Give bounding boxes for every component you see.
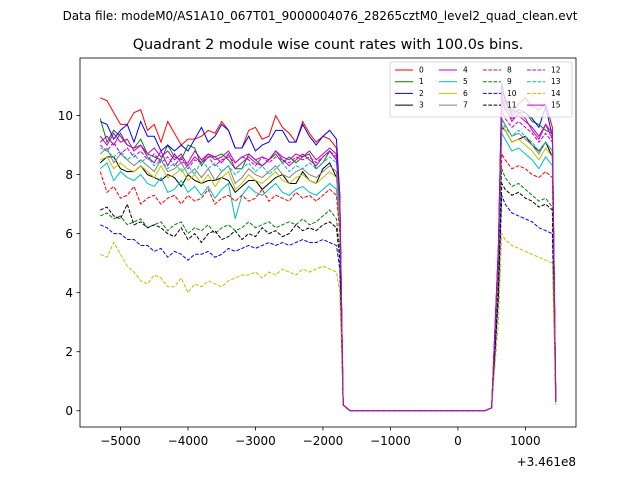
legend-label-11: 11 xyxy=(507,101,517,110)
y-tick-label: 0 xyxy=(65,404,73,418)
y-tick-label: 6 xyxy=(65,227,73,241)
data-file-title: Data file: modeM0/AS1A10_067T01_90000040… xyxy=(63,9,578,23)
series-line-3 xyxy=(99,126,557,412)
legend-label-10: 10 xyxy=(507,89,517,98)
legend-label-15: 15 xyxy=(551,101,561,110)
series-line-14 xyxy=(100,231,557,412)
axes-frame xyxy=(79,57,577,428)
legend-label-12: 12 xyxy=(551,66,561,75)
x-tick-label: −2000 xyxy=(303,434,344,448)
legend-label-13: 13 xyxy=(551,77,561,86)
legend-box xyxy=(389,61,573,118)
series-line-1 xyxy=(99,100,557,412)
legend-label-5: 5 xyxy=(463,77,468,86)
legend-label-14: 14 xyxy=(551,89,561,98)
chart-title: Quadrant 2 module wise count rates with … xyxy=(133,37,524,53)
series-line-10 xyxy=(100,195,557,412)
y-tick-label: 8 xyxy=(65,168,73,182)
series-line-13 xyxy=(100,118,557,412)
x-tick-label: −5000 xyxy=(100,434,141,448)
series-line-8 xyxy=(99,152,557,412)
y-tick-label: 2 xyxy=(65,345,73,359)
series-line-15 xyxy=(99,100,557,412)
legend-label-2: 2 xyxy=(419,89,424,98)
legend-label-0: 0 xyxy=(419,66,424,75)
legend-label-7: 7 xyxy=(463,101,468,110)
legend-label-4: 4 xyxy=(463,66,468,75)
legend-label-8: 8 xyxy=(507,66,512,75)
legend-label-1: 1 xyxy=(419,77,424,86)
y-tick-label: 4 xyxy=(65,286,73,300)
x-tick-label: −1000 xyxy=(370,434,411,448)
legend-label-9: 9 xyxy=(507,77,512,86)
series-line-0 xyxy=(100,90,557,412)
series-line-9 xyxy=(100,168,557,412)
plot-area xyxy=(99,82,557,412)
x-tick-label: −4000 xyxy=(168,434,209,448)
legend-label-6: 6 xyxy=(463,89,468,98)
x-tick-label: 0 xyxy=(454,434,462,448)
axis-ticks: −5000 −4000 −3000 −2000 −1000 0 1000 0 2 4 6 8 10 xyxy=(58,109,541,448)
series-line-7 xyxy=(99,116,557,412)
x-tick-label: −3000 xyxy=(235,434,276,448)
legend-label-3: 3 xyxy=(419,101,424,110)
x-offset-label: +3.461e8 xyxy=(517,455,576,469)
y-tick-label: 10 xyxy=(58,109,73,123)
x-tick-label: 1000 xyxy=(510,434,541,448)
series-line-4 xyxy=(99,94,557,412)
series-line-2 xyxy=(100,82,557,412)
series-line-11 xyxy=(100,181,557,412)
